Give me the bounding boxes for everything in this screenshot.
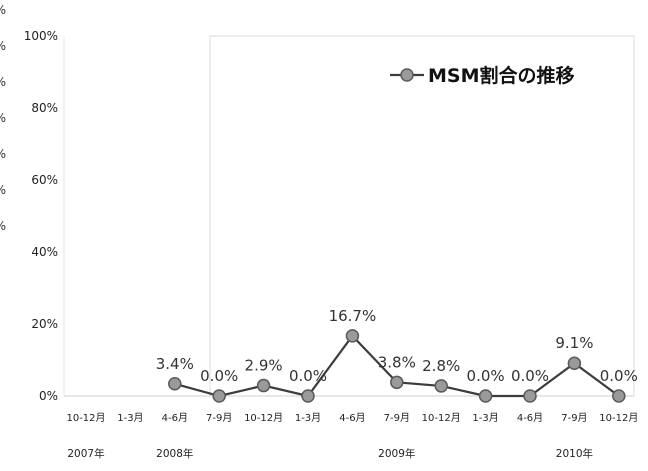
clipped-edge-label: %: [0, 183, 6, 197]
data-point-marker: [523, 389, 537, 403]
x-tick-label: 10-12月: [599, 412, 638, 424]
data-labels: 3.4% 0.0% 2.9% 0.0% 16.7% 3.8% 2.8% 0.0% 0.0% 9.1…: [156, 307, 638, 385]
data-value-label: 16.7%: [329, 307, 377, 325]
data-value-label: 0.0%: [600, 367, 638, 385]
data-value-label: 2.8%: [422, 357, 460, 375]
series-msm-ratio: [168, 329, 626, 403]
y-tick-label: 100%: [24, 29, 58, 43]
clipped-edge-label: 0%: [0, 3, 6, 17]
clipped-edge-label: %: [0, 147, 6, 161]
year-label: 2007年: [67, 447, 104, 460]
x-tick-label: 10-12月: [422, 412, 461, 424]
x-tick-label: 4-6月: [162, 412, 188, 424]
legend-marker: [400, 68, 414, 82]
data-point-marker: [434, 379, 448, 393]
legend: MSM割合の推移: [390, 64, 575, 87]
data-point-marker: [612, 389, 626, 403]
x-tick-label: 7-9月: [384, 412, 410, 424]
clipped-edge-label: %: [0, 39, 6, 53]
data-point-marker: [256, 378, 271, 393]
y-tick-label: 80%: [31, 101, 58, 115]
x-tick-label: 4-6月: [339, 412, 365, 424]
x-tick-label: 7-9月: [206, 412, 232, 424]
x-tick-label: 10-12月: [244, 412, 283, 424]
clipped-edge-label: %: [0, 75, 6, 89]
y-tick-label: 40%: [31, 245, 58, 259]
y-tick-label: 0%: [39, 389, 58, 403]
data-point-marker: [567, 356, 582, 370]
year-label: 2010年: [556, 447, 593, 460]
year-labels: 2007年 2008年 2009年 2010年: [67, 447, 593, 460]
clipped-edge-label: %: [0, 111, 6, 125]
x-axis-ticks: 10-12月 1-3月 4-6月 7-9月 10-12月 1-3月 4-6月 7-9月 10-1…: [66, 412, 638, 424]
year-label: 2009年: [378, 447, 415, 460]
year-label: 2008年: [156, 447, 193, 460]
data-value-label: 0.0%: [511, 367, 549, 385]
y-tick-label: 20%: [31, 317, 58, 331]
x-tick-label: 1-3月: [295, 412, 321, 424]
data-value-label: 3.8%: [378, 353, 416, 371]
data-value-label: 0.0%: [467, 367, 505, 385]
data-value-label: 2.9%: [245, 357, 283, 375]
left-edge-clipped-labels: 0%%%%%%%: [0, 3, 6, 233]
clipped-edge-label: %: [0, 219, 6, 233]
data-point-marker: [168, 377, 182, 391]
data-value-label: 0.0%: [289, 367, 327, 385]
data-value-label: 0.0%: [200, 367, 238, 385]
data-point-marker: [301, 389, 315, 403]
x-tick-label: 7-9月: [561, 412, 587, 424]
data-point-marker: [478, 389, 493, 403]
data-point-marker: [390, 375, 404, 390]
data-value-label: 3.4%: [156, 355, 194, 373]
y-axis-ticks: 0% 20% 40% 60% 80% 100%: [24, 29, 58, 403]
x-tick-label: 1-3月: [117, 412, 143, 424]
data-point-marker: [345, 329, 360, 343]
y-tick-label: 60%: [31, 173, 58, 187]
x-tick-label: 4-6月: [517, 412, 543, 424]
data-point-marker: [212, 389, 226, 403]
data-value-label: 9.1%: [555, 334, 593, 352]
x-tick-label: 10-12月: [66, 412, 105, 424]
x-tick-label: 1-3月: [472, 412, 498, 424]
legend-label: MSM割合の推移: [428, 64, 575, 87]
